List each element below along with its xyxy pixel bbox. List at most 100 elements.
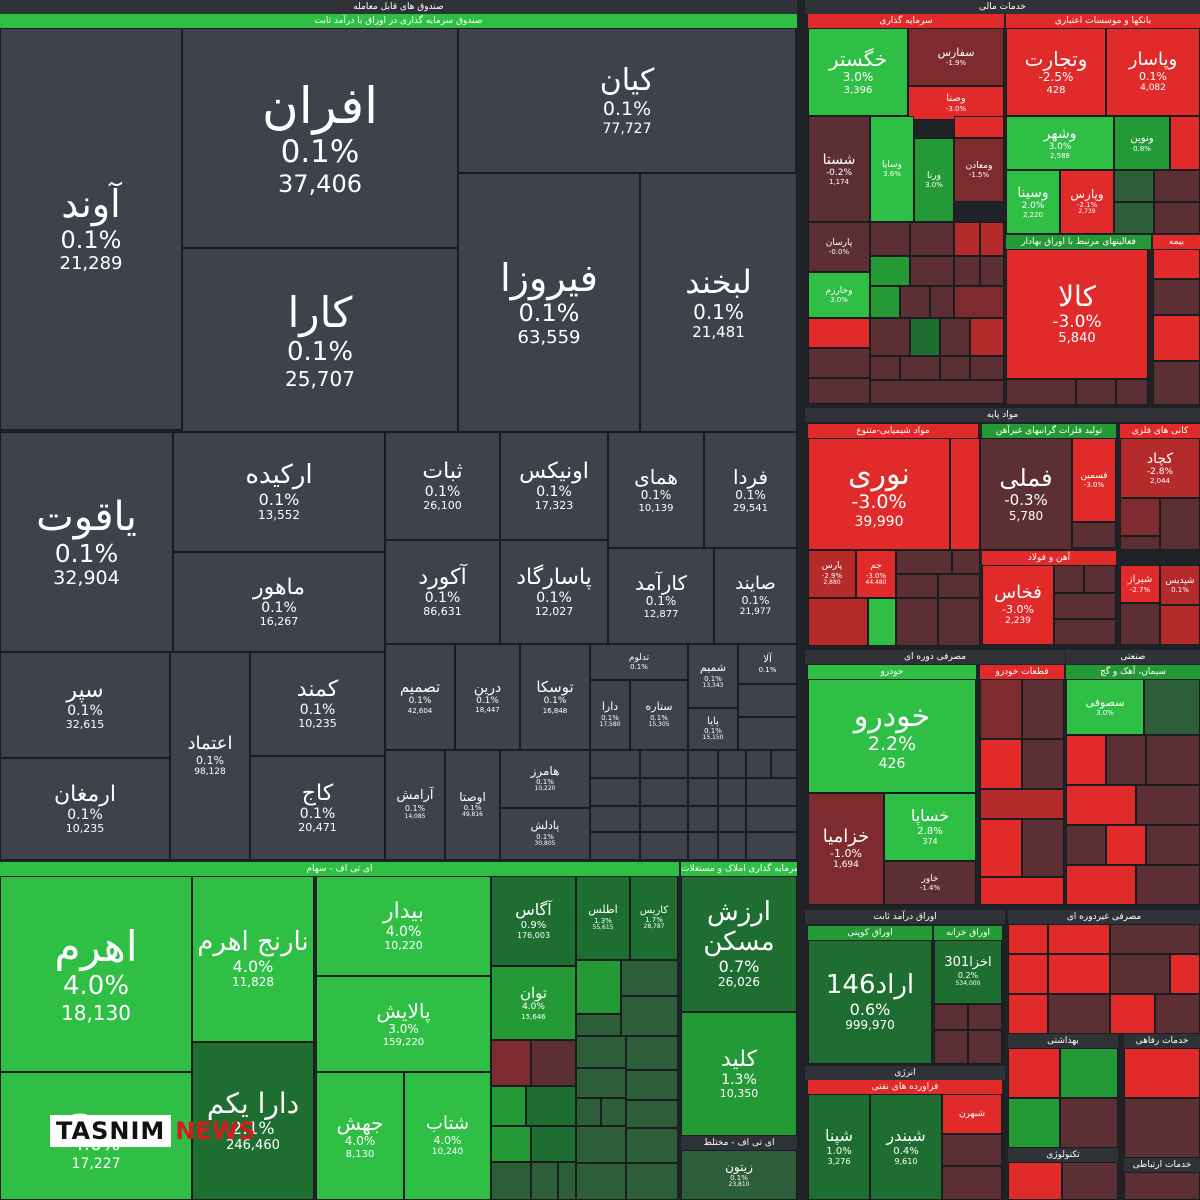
treemap-cell[interactable]: اراد146 0.6% 999,970 xyxy=(808,940,932,1064)
treemap-cell[interactable]: لبخند 0.1% 21,481 xyxy=(640,173,797,432)
treemap-cell[interactable]: نارنج اهرم 4.0% 11,828 xyxy=(192,876,314,1042)
treemap-small-cell[interactable] xyxy=(968,1004,1002,1030)
treemap-small-cell[interactable] xyxy=(1110,924,1200,954)
treemap-small-cell[interactable] xyxy=(688,750,718,778)
treemap-cell[interactable]: پادلش 0.1% 30,805 xyxy=(500,808,590,860)
treemap-cell[interactable]: سپر 0.1% 32,615 xyxy=(0,652,170,758)
treemap-cell[interactable]: کالا -3.0% 5,840 xyxy=(1006,249,1148,379)
treemap-small-cell[interactable] xyxy=(1008,994,1048,1034)
treemap-cell[interactable]: آلا 0.1% xyxy=(738,644,797,684)
treemap-small-cell[interactable] xyxy=(1054,565,1084,593)
treemap-small-cell[interactable] xyxy=(576,1126,626,1163)
treemap-small-cell[interactable] xyxy=(771,750,797,778)
treemap-small-cell[interactable] xyxy=(1048,954,1110,994)
treemap-small-cell[interactable] xyxy=(1116,379,1148,405)
treemap-small-cell[interactable] xyxy=(942,1134,1002,1166)
treemap-small-cell[interactable] xyxy=(626,1070,678,1100)
treemap-small-cell[interactable] xyxy=(1136,785,1200,825)
treemap-cell[interactable]: خگستر 3.0% 3,396 xyxy=(808,28,908,116)
treemap-cell[interactable]: یاقوت 0.1% 32,904 xyxy=(0,432,173,652)
treemap-small-cell[interactable] xyxy=(910,222,954,256)
treemap-small-cell[interactable] xyxy=(980,222,1004,256)
treemap-small-cell[interactable] xyxy=(1124,1172,1200,1200)
treemap-cell[interactable]: ارزش مسکن 0.7% 26,026 xyxy=(681,876,797,1012)
treemap-small-cell[interactable] xyxy=(870,356,900,380)
treemap-small-cell[interactable] xyxy=(870,256,910,286)
treemap-small-cell[interactable] xyxy=(688,832,718,860)
treemap-small-cell[interactable] xyxy=(576,960,621,1014)
treemap-small-cell[interactable] xyxy=(1060,1048,1118,1098)
treemap-cell[interactable]: ومعادن -1.5% xyxy=(954,138,1004,202)
treemap-small-cell[interactable] xyxy=(590,750,640,778)
treemap-cell[interactable]: اعتماد 0.1% 98,128 xyxy=(170,652,250,860)
treemap-small-cell[interactable] xyxy=(1008,1048,1060,1098)
treemap-small-cell[interactable] xyxy=(980,739,1022,789)
treemap-small-cell[interactable] xyxy=(954,286,1004,318)
treemap-cell[interactable]: همای 0.1% 10,139 xyxy=(608,432,704,548)
treemap-small-cell[interactable] xyxy=(1106,735,1146,785)
treemap-cell[interactable]: فسمین -3.0% xyxy=(1072,438,1116,522)
treemap-small-cell[interactable] xyxy=(1144,679,1200,735)
treemap-cell[interactable]: خاور -1.4% xyxy=(884,861,976,905)
treemap-cell[interactable]: وخارزم 3.0% xyxy=(808,272,870,318)
treemap-cell[interactable]: وسایا 3.6% xyxy=(870,116,914,222)
treemap-cell[interactable]: وصنا -3.0% xyxy=(908,86,1004,120)
treemap-cell[interactable]: ماهور 0.1% 16,267 xyxy=(173,552,385,652)
treemap-small-cell[interactable] xyxy=(590,832,640,860)
treemap-small-cell[interactable] xyxy=(1076,379,1116,405)
treemap-cell[interactable]: پاسارگاد 0.1% 12,027 xyxy=(500,540,608,644)
treemap-small-cell[interactable] xyxy=(968,1030,1002,1064)
treemap-small-cell[interactable] xyxy=(868,598,896,646)
treemap-small-cell[interactable] xyxy=(1066,785,1136,825)
treemap-small-cell[interactable] xyxy=(980,679,1022,739)
treemap-cell[interactable]: شپدیس 0.1% xyxy=(1160,565,1200,605)
treemap-small-cell[interactable] xyxy=(980,877,1064,905)
treemap-small-cell[interactable] xyxy=(590,778,640,806)
treemap-small-cell[interactable] xyxy=(640,806,688,832)
treemap-cell[interactable]: اهرم 4.0% 18,130 xyxy=(0,876,192,1072)
treemap-small-cell[interactable] xyxy=(718,832,746,860)
treemap-small-cell[interactable] xyxy=(626,1128,678,1163)
treemap-small-cell[interactable] xyxy=(491,1162,531,1200)
treemap-cell[interactable]: ورنا 3.0% xyxy=(914,138,954,222)
treemap-small-cell[interactable] xyxy=(1155,994,1200,1034)
treemap-small-cell[interactable] xyxy=(1048,924,1110,954)
treemap-cell[interactable]: شبندر 0.4% 9,610 xyxy=(870,1094,942,1200)
treemap-cell[interactable]: کارا 0.1% 25,707 xyxy=(182,248,458,432)
treemap-cell[interactable]: اخزا301 0.2% 534,000 xyxy=(934,940,1002,1004)
treemap-cell[interactable]: اونیکس 0.1% 17,323 xyxy=(500,432,608,540)
treemap-cell[interactable]: ستاره 0.1% 15,305 xyxy=(630,680,688,750)
treemap-cell[interactable]: شتاب 4.0% 10,240 xyxy=(404,1072,491,1200)
treemap-cell[interactable]: آرامش 0.1% 14,085 xyxy=(385,750,445,860)
treemap-small-cell[interactable] xyxy=(1146,825,1200,865)
treemap-small-cell[interactable] xyxy=(1066,735,1106,785)
treemap-cell[interactable]: کمند 0.1% 10,235 xyxy=(250,652,385,756)
treemap-small-cell[interactable] xyxy=(1153,361,1200,405)
treemap-cell[interactable]: فخاس -3.0% 2,239 xyxy=(982,565,1054,645)
treemap-cell[interactable]: سفارس -1.9% xyxy=(908,28,1004,86)
treemap-cell[interactable]: درین 0.1% 18,447 xyxy=(455,644,520,750)
treemap-small-cell[interactable] xyxy=(1072,522,1116,548)
treemap-cell[interactable]: تصمیم 0.1% 42,604 xyxy=(385,644,455,750)
treemap-cell[interactable]: ونوین 0.8% xyxy=(1114,116,1170,170)
treemap-small-cell[interactable] xyxy=(1110,954,1170,994)
treemap-small-cell[interactable] xyxy=(576,1163,626,1200)
treemap-small-cell[interactable] xyxy=(576,1036,626,1068)
treemap-cell[interactable]: وپاسار 0.1% 4,082 xyxy=(1106,28,1200,116)
treemap-cell[interactable]: پارس -2.9% 2,880 xyxy=(808,550,856,598)
treemap-small-cell[interactable] xyxy=(601,1098,626,1126)
treemap-small-cell[interactable] xyxy=(942,1166,1002,1200)
treemap-small-cell[interactable] xyxy=(491,1086,526,1126)
treemap-cell[interactable]: پالایش 3.0% 159,220 xyxy=(316,976,491,1072)
treemap-cell[interactable]: کاریس 1.7% 28,787 xyxy=(630,876,678,960)
treemap-small-cell[interactable] xyxy=(640,750,688,778)
treemap-small-cell[interactable] xyxy=(718,806,746,832)
treemap-small-cell[interactable] xyxy=(626,1163,678,1200)
treemap-cell[interactable]: وپارس -2.1% 2,739 xyxy=(1060,170,1114,234)
treemap-small-cell[interactable] xyxy=(954,256,980,286)
treemap-small-cell[interactable] xyxy=(808,318,870,348)
treemap-small-cell[interactable] xyxy=(531,1162,558,1200)
treemap-cell[interactable]: دارا یکم 2.1% 246,460 xyxy=(192,1042,314,1200)
treemap-small-cell[interactable] xyxy=(950,438,980,550)
treemap-small-cell[interactable] xyxy=(1124,1048,1200,1098)
